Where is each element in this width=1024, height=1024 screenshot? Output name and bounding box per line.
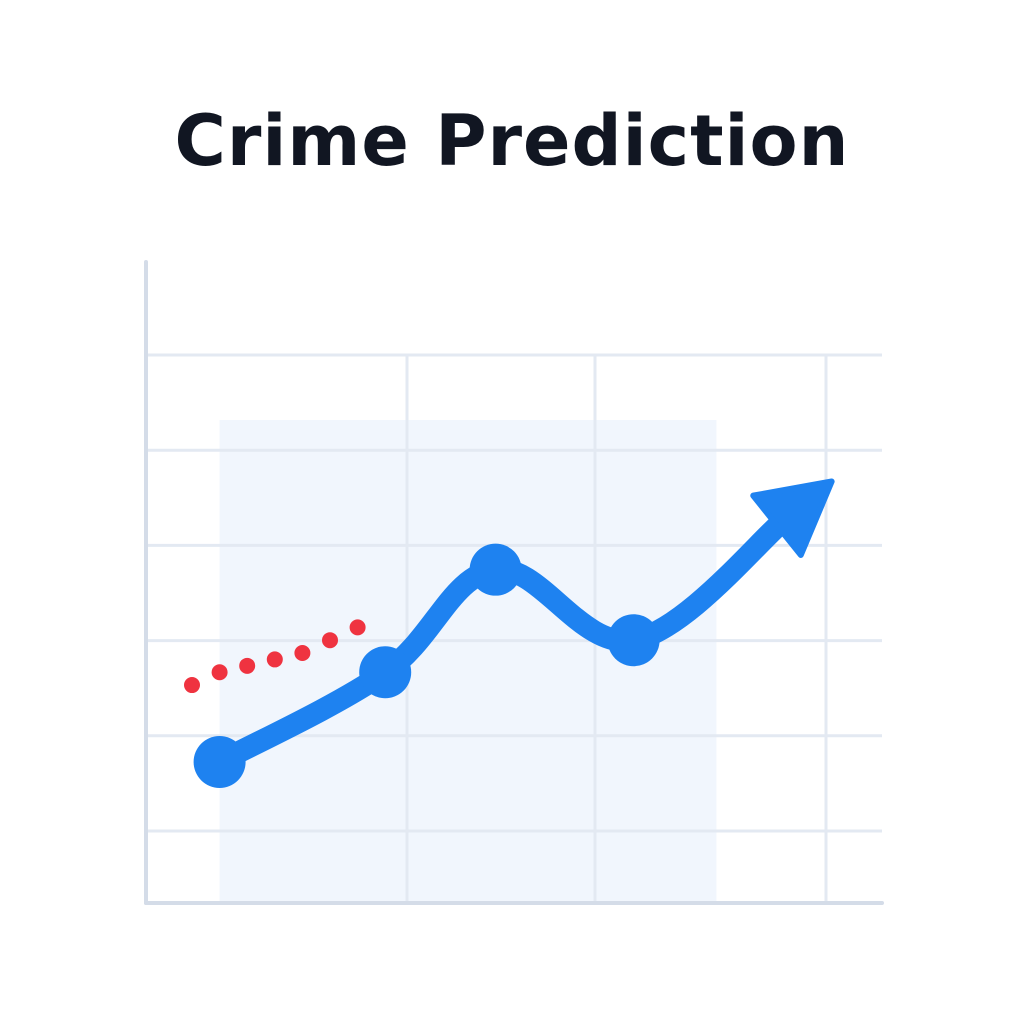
chart-title: Crime Prediction — [174, 100, 850, 182]
trend-arrow-head — [750, 478, 835, 558]
series-point — [193, 735, 246, 788]
series-point — [607, 614, 660, 667]
dotted-series-point — [349, 619, 366, 636]
dotted-series-point — [239, 657, 256, 674]
series-layer — [184, 478, 835, 788]
series-point — [359, 646, 412, 699]
dotted-series-point — [184, 677, 200, 694]
dotted-series-point — [322, 632, 338, 649]
dotted-series-point — [294, 645, 311, 662]
axis-layer — [144, 260, 884, 905]
dotted-series-point — [211, 664, 228, 681]
series-point — [469, 543, 522, 596]
dotted-series-point — [266, 651, 283, 668]
